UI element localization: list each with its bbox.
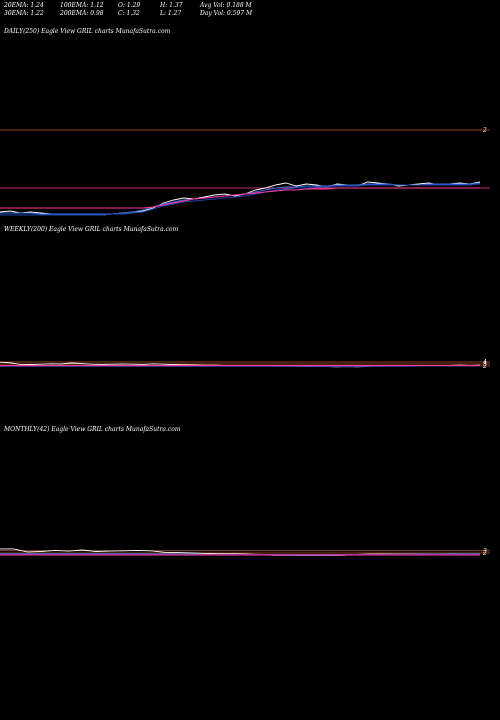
monthly-panel-title: MONTHLY(42) Eagle View GRIL charts Munaf… (4, 426, 181, 433)
price-line (0, 181, 481, 216)
y-tick-label: 4 (482, 359, 487, 366)
y-tick-label: 2 (482, 550, 487, 557)
stat-open: O: 1.29 (118, 2, 141, 9)
stat-day-vol: Day Vol: 0.597 M (200, 10, 253, 17)
stat-avg-vol: Avg Vol: 0.188 M (200, 2, 252, 9)
y-tick-label: 2 (482, 127, 487, 134)
y-tick-label: 3 (483, 548, 487, 555)
stat-low: L: 1.27 (160, 10, 182, 17)
y-tick-label: 3 (483, 361, 487, 368)
stat-100ema: 100EMA: 1.12 (60, 2, 104, 9)
stat-30ema: 30EMA: 1.22 (4, 10, 44, 17)
stat-high: H: 1.37 (160, 2, 183, 9)
ema-200-line (0, 187, 480, 209)
daily-panel-title: DAILY(250) Eagle View GRIL charts Munafa… (4, 28, 171, 35)
stat-200ema: 200EMA: 0.98 (60, 10, 104, 17)
weekly-panel-title: WEEKLY(200) Eagle View GRIL charts Munaf… (4, 226, 179, 233)
stat-20ema: 20EMA: 1.24 (4, 2, 44, 9)
y-tick-label: 2 (482, 363, 487, 370)
ema-long-line (0, 183, 481, 216)
stat-close: C: 1.32 (118, 10, 140, 17)
